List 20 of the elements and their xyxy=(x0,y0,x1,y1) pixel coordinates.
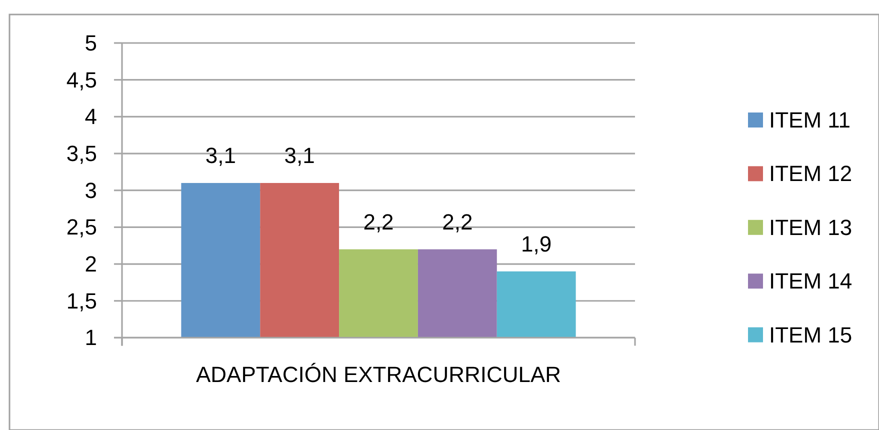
y-tick-label: 2 xyxy=(84,252,97,277)
y-tick-label: 3 xyxy=(84,178,97,203)
y-tick-label: 4,5 xyxy=(66,67,97,92)
legend-label: ITEM 12 xyxy=(769,161,852,186)
data-label: 2,2 xyxy=(442,209,473,234)
legend-label: ITEM 15 xyxy=(769,322,852,348)
data-label: 1,9 xyxy=(521,231,552,256)
data-label: 3,1 xyxy=(205,142,236,168)
data-label: 2,2 xyxy=(363,209,394,234)
legend-label: ITEM 11 xyxy=(769,108,851,132)
legend-label: ITEM 14 xyxy=(769,268,852,294)
legend-label: ITEM 13 xyxy=(769,214,852,240)
x-tick-label: ADAPTACIÓN EXTRACURRICULAR xyxy=(196,362,562,387)
y-tick-label: 1 xyxy=(84,325,97,350)
y-tick-label: 2,5 xyxy=(66,214,97,240)
y-tick-label: 3,5 xyxy=(66,141,97,166)
y-tick-label: 5 xyxy=(84,30,97,56)
y-tick-label: 1,5 xyxy=(66,288,97,314)
data-label: 3,1 xyxy=(284,142,315,168)
y-tick-label: 4 xyxy=(84,104,97,130)
